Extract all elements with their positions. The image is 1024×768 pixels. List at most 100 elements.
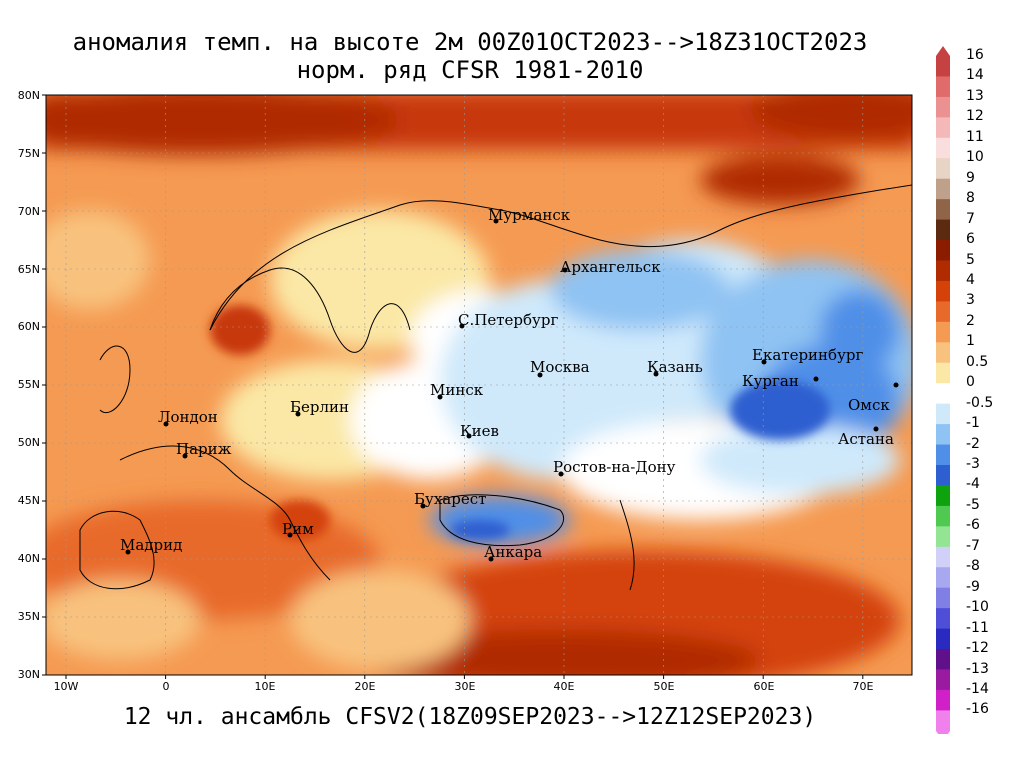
colorbar-swatch — [936, 158, 950, 180]
colorbar-swatch — [936, 649, 950, 670]
colorbar-swatch — [936, 608, 950, 630]
lat-label: 45N — [17, 494, 40, 507]
colorbar-swatch — [936, 240, 950, 261]
colorbar-label: 2 — [966, 312, 975, 329]
colorbar-swatch — [936, 76, 950, 98]
colorbar-swatch — [936, 117, 950, 139]
colorbar-swatch — [936, 96, 950, 118]
colorbar-swatch — [936, 424, 950, 446]
colorbar-top-arrow — [936, 46, 950, 56]
colorbar-label: -12 — [966, 640, 989, 657]
city-label: Мурманск — [488, 206, 571, 224]
city-label: Омск — [848, 396, 890, 414]
colorbar-label: 10 — [966, 149, 984, 166]
lat-label: 55N — [17, 378, 40, 391]
colorbar-label: -13 — [966, 660, 989, 677]
colorbar-label: -8 — [966, 558, 980, 575]
colorbar-swatch — [936, 505, 950, 527]
city-label: Астана — [838, 430, 894, 448]
colorbar-label: -2 — [966, 435, 980, 452]
colorbar-swatch — [936, 260, 950, 282]
coastlines — [79, 184, 912, 591]
colorbar-label: -3 — [966, 456, 980, 472]
colorbar-swatch — [936, 485, 950, 507]
colorbar-label: 13 — [966, 87, 984, 104]
colorbar-swatch — [936, 301, 950, 323]
city-label: Лондон — [158, 408, 218, 426]
colorbar-label: -7 — [966, 537, 980, 554]
lat-label: 80N — [17, 89, 40, 102]
lon-label: 20E — [354, 680, 376, 693]
colorbar-swatch — [936, 199, 950, 221]
lat-label: 35N — [17, 610, 40, 623]
colorbar-swatch — [936, 526, 950, 548]
city-label: Бухарест — [414, 490, 487, 508]
colorbar-label: 11 — [966, 128, 984, 145]
colorbar-label: 5 — [966, 251, 975, 268]
colorbar-swatch — [936, 178, 950, 200]
lon-label: 40E — [553, 680, 575, 693]
lon-label: 70E — [852, 680, 874, 693]
colorbar-swatch — [936, 280, 950, 302]
city-label: Архангельск — [560, 258, 661, 276]
colorbar-swatch — [936, 444, 950, 466]
colorbar-label: -5 — [966, 496, 980, 513]
colorbar-label: -11 — [966, 619, 989, 636]
city-label: Минск — [430, 381, 484, 399]
colorbar-swatch — [936, 567, 950, 589]
city-label: Ростов-на-Дону — [553, 458, 676, 476]
colorbar-label: 1 — [966, 333, 975, 350]
lat-label: 75N — [17, 147, 40, 160]
colorbar-label: -6 — [966, 517, 980, 534]
colorbar-swatch — [936, 219, 950, 241]
lat-label: 40N — [17, 552, 40, 565]
colorbar-label: -16 — [966, 701, 989, 718]
map-footer: 12 чл. ансамбль CFSV2(18Z09SEP2023-->12Z… — [123, 704, 817, 730]
colorbar-label: -9 — [966, 578, 980, 595]
colorbar-label: -10 — [966, 599, 989, 616]
lat-label: 65N — [17, 263, 40, 276]
map-subtitle: норм. ряд CFSR 1981-2010 — [296, 56, 644, 84]
lon-label: 60E — [753, 680, 775, 693]
colorbar-swatch — [936, 362, 950, 384]
colorbar-label: -14 — [966, 680, 989, 697]
colorbar-label: 7 — [966, 210, 975, 227]
city-label: Берлин — [290, 398, 350, 416]
city-label: Мадрид — [120, 536, 183, 554]
lon-label: 10W — [53, 680, 79, 693]
colorbar-swatch — [936, 321, 950, 343]
city-label: Рим — [282, 520, 314, 538]
colorbar-label: -4 — [966, 476, 980, 493]
colorbar-swatch — [936, 628, 950, 650]
colorbar-label: 4 — [966, 271, 975, 288]
colorbar-swatch — [936, 689, 950, 711]
lat-label: 70N — [17, 205, 40, 218]
colorbar-label: 3 — [966, 292, 975, 309]
colorbar-label: 0 — [966, 374, 975, 391]
colorbar-label: 14 — [966, 67, 984, 84]
city-label: С.Петербург — [458, 311, 559, 329]
colorbar-swatch — [936, 587, 950, 609]
colorbar-swatch — [936, 383, 950, 405]
city-label: Париж — [176, 440, 232, 458]
colorbar-swatch — [936, 137, 950, 159]
city-label: Курган — [742, 372, 799, 390]
colorbar — [936, 46, 950, 734]
map-title: аномалия темп. на высоте 2м 00Z01OCT2023… — [72, 28, 868, 56]
colorbar-label: 0.5 — [966, 353, 989, 370]
colorbar-label: -0.5 — [966, 394, 994, 411]
lat-label: 60N — [17, 320, 40, 333]
lon-label: 50E — [653, 680, 675, 693]
colorbar-label: 6 — [966, 231, 975, 248]
lon-label: 0 — [162, 680, 170, 693]
lon-label: 30E — [454, 680, 476, 693]
colorbar-swatch — [936, 710, 950, 732]
colorbar-label: 9 — [966, 169, 975, 186]
colorbar-label: 16 — [966, 47, 984, 63]
colorbar-swatch — [936, 669, 950, 691]
lat-label: 50N — [17, 436, 40, 449]
city-label: Екатеринбург — [752, 346, 864, 364]
city-label: Москва — [530, 358, 590, 376]
lat-label: 30N — [17, 668, 40, 681]
